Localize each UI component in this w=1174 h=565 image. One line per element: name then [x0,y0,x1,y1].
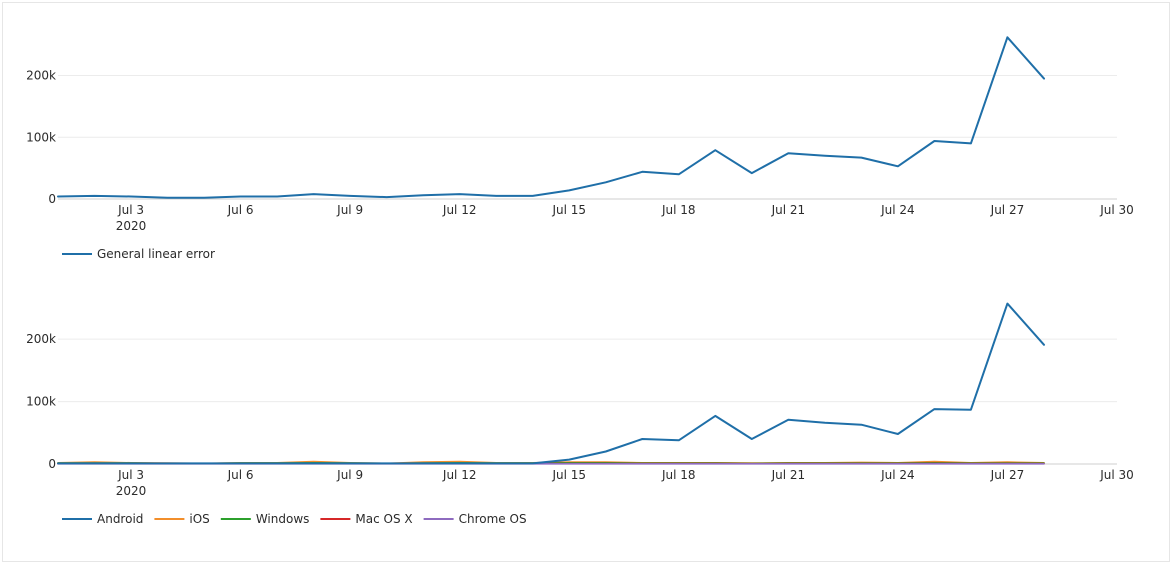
x-tick-label: Jul 18 [661,468,696,482]
legend-label: Windows [256,512,310,526]
legend: Android iOS Windows Mac OS X Chrome OS [62,512,527,526]
x-tick-label: Jul 30 [1099,203,1134,217]
x-tick-label: Jul 12 [442,468,477,482]
y-tick-label: 100k [26,395,56,409]
x-tick-year-label: 2020 [116,219,147,233]
y-tick-label: 100k [26,130,56,144]
series-line-android [57,302,1045,465]
series-line-general-linear-error [57,36,1045,199]
x-tick-label: Jul 24 [880,203,915,217]
legend-label: Android [97,512,143,526]
x-tick-label: Jul 9 [336,468,363,482]
x-tick-year-label: 2020 [116,484,147,498]
x-tick-label: Jul 18 [661,203,696,217]
chart-1: 0 100k 200k Jul 3 2020 Jul 6 Jul 9 Jul 12 Jul 15… [26,36,1134,261]
y-tick-label: 0 [48,457,56,471]
legend-item[interactable]: General linear error [62,247,215,261]
x-tick-label: Jul 27 [990,203,1025,217]
y-tick-label: 0 [48,192,56,206]
x-tick-label: Jul 12 [442,203,477,217]
x-tick-label: Jul 15 [551,203,586,217]
legend-item[interactable]: Mac OS X [320,512,413,526]
x-tick-label: Jul 21 [771,203,806,217]
chart-2: 0 100k 200k Jul 3 2020 Jul 6 Jul 9 Jul 12 Jul 15… [26,302,1134,526]
x-tick-label: Jul 6 [227,468,254,482]
legend-item[interactable]: Windows [220,512,310,526]
legend-label: iOS [189,512,209,526]
x-tick-label: Jul 3 [117,468,144,482]
x-tick-label: Jul 27 [990,468,1025,482]
x-tick-label: Jul 9 [336,203,363,217]
y-tick-label: 200k [26,69,56,83]
legend-label: Chrome OS [459,512,527,526]
x-tick-label: Jul 15 [551,468,586,482]
legend-label: Mac OS X [355,512,412,526]
x-tick-label: Jul 3 [117,203,144,217]
x-tick-label: Jul 24 [880,468,915,482]
legend-item[interactable]: Android [62,512,143,526]
legend-item[interactable]: Chrome OS [423,512,527,526]
legend-item[interactable]: iOS [154,512,210,526]
x-tick-label: Jul 6 [227,203,254,217]
x-tick-label: Jul 30 [1099,468,1134,482]
x-tick-label: Jul 21 [771,468,806,482]
legend-label: General linear error [97,247,215,261]
y-tick-label: 200k [26,332,56,346]
legend: General linear error [62,247,215,261]
